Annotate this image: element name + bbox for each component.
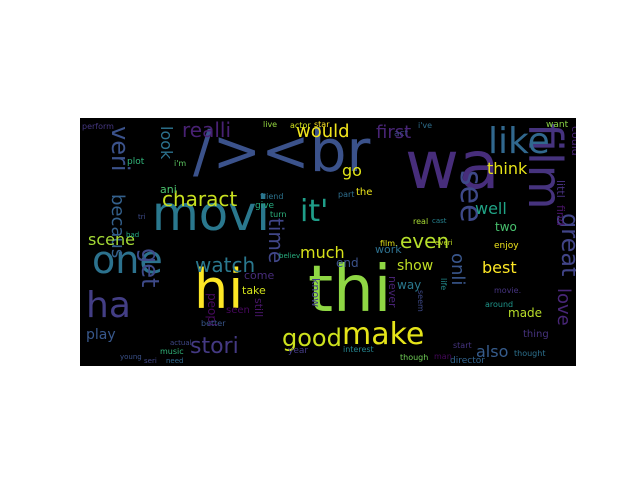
cloud-word: give bbox=[255, 201, 275, 211]
cloud-word: ha bbox=[86, 285, 131, 326]
cloud-word: two bbox=[495, 220, 517, 234]
cloud-word: love bbox=[553, 288, 574, 326]
cloud-word: first bbox=[376, 122, 412, 143]
cloud-word: want bbox=[546, 120, 569, 130]
cloud-word: better bbox=[201, 319, 226, 328]
cloud-word: come bbox=[244, 269, 275, 282]
cloud-word: cast bbox=[432, 217, 447, 225]
cloud-word: littl bbox=[554, 180, 567, 198]
cloud-word: start bbox=[453, 341, 472, 350]
cloud-word: live bbox=[263, 120, 278, 129]
cloud-word: life bbox=[439, 278, 448, 291]
cloud-word: film. bbox=[380, 239, 398, 248]
cloud-word: onli bbox=[447, 253, 468, 286]
cloud-word: music bbox=[160, 347, 184, 356]
cloud-word: year bbox=[288, 346, 309, 356]
cloud-word: it' bbox=[300, 194, 329, 229]
cloud-word: tri bbox=[138, 213, 146, 221]
cloud-word: hi bbox=[194, 258, 244, 321]
cloud-word: like bbox=[488, 121, 550, 162]
cloud-word: friend bbox=[260, 192, 284, 201]
cloud-word: thi bbox=[308, 253, 392, 327]
cloud-word: director bbox=[450, 356, 485, 366]
cloud-word: end bbox=[336, 256, 359, 270]
cloud-word: young bbox=[120, 353, 142, 361]
cloud-word: work bbox=[375, 243, 402, 256]
cloud-word: one bbox=[92, 238, 163, 282]
cloud-word: look bbox=[157, 126, 176, 160]
cloud-word: around bbox=[485, 300, 514, 309]
cloud-word: man bbox=[434, 352, 452, 361]
cloud-word: take bbox=[242, 284, 266, 297]
cloud-word: enjoy bbox=[494, 241, 519, 251]
cloud-word: /><br bbox=[193, 118, 371, 185]
cloud-word: go bbox=[342, 161, 362, 180]
cloud-word: seem bbox=[416, 290, 425, 312]
cloud-word: bad bbox=[126, 231, 140, 239]
word-cloud: thi/><br wa hi movi film one ha like make good see… bbox=[80, 118, 576, 366]
cloud-word: believ bbox=[279, 252, 301, 260]
cloud-word: actor bbox=[290, 121, 311, 130]
cloud-word: interest bbox=[343, 345, 374, 354]
cloud-word: well bbox=[475, 199, 507, 218]
cloud-word: could bbox=[569, 126, 576, 156]
cloud-word: thought bbox=[514, 349, 546, 358]
cloud-word: know bbox=[309, 278, 322, 308]
cloud-word: seen bbox=[226, 305, 250, 316]
cloud-word: i'm bbox=[174, 159, 187, 168]
cloud-word: make bbox=[342, 317, 425, 352]
cloud-word: scene bbox=[88, 230, 135, 249]
cloud-word: perform bbox=[82, 122, 114, 131]
cloud-word: part bbox=[338, 190, 355, 199]
cloud-word: turn bbox=[270, 210, 287, 219]
cloud-word: find bbox=[554, 205, 567, 226]
cloud-word: best bbox=[482, 258, 517, 277]
cloud-word: show bbox=[397, 258, 434, 274]
cloud-word: i've bbox=[418, 121, 433, 130]
cloud-word: also bbox=[476, 342, 509, 361]
cloud-word: actual bbox=[170, 339, 192, 347]
cloud-word: realli bbox=[182, 118, 232, 142]
cloud-word: need bbox=[166, 357, 184, 365]
cloud-word: real bbox=[413, 217, 429, 226]
cloud-word: play bbox=[86, 327, 116, 343]
cloud-word: ani bbox=[160, 183, 177, 196]
cloud-word: even bbox=[400, 229, 450, 253]
cloud-word: plot bbox=[127, 157, 145, 167]
cloud-word: still bbox=[252, 298, 265, 318]
cloud-word: act bbox=[394, 129, 408, 139]
cloud-word: way bbox=[397, 278, 422, 292]
cloud-word: movie. bbox=[494, 286, 522, 295]
cloud-word: stori bbox=[190, 334, 239, 359]
cloud-word: much bbox=[300, 243, 345, 262]
cloud-word: would bbox=[296, 121, 350, 142]
cloud-word: never bbox=[386, 276, 399, 308]
cloud-word: everi bbox=[435, 239, 453, 247]
cloud-word: good bbox=[282, 324, 342, 352]
cloud-word: the bbox=[356, 187, 373, 198]
cloud-word: thing bbox=[523, 329, 549, 340]
cloud-word: wa bbox=[405, 127, 500, 204]
cloud-word: though bbox=[400, 353, 429, 362]
cloud-word: think bbox=[487, 159, 528, 178]
cloud-word: star bbox=[314, 120, 330, 129]
cloud-word: seri bbox=[144, 357, 157, 365]
cloud-word: charact bbox=[162, 187, 238, 211]
cloud-word: movi bbox=[152, 186, 270, 242]
cloud-word: get bbox=[136, 248, 164, 288]
cloud-word: made bbox=[508, 306, 543, 320]
cloud-word: watch bbox=[195, 253, 256, 277]
